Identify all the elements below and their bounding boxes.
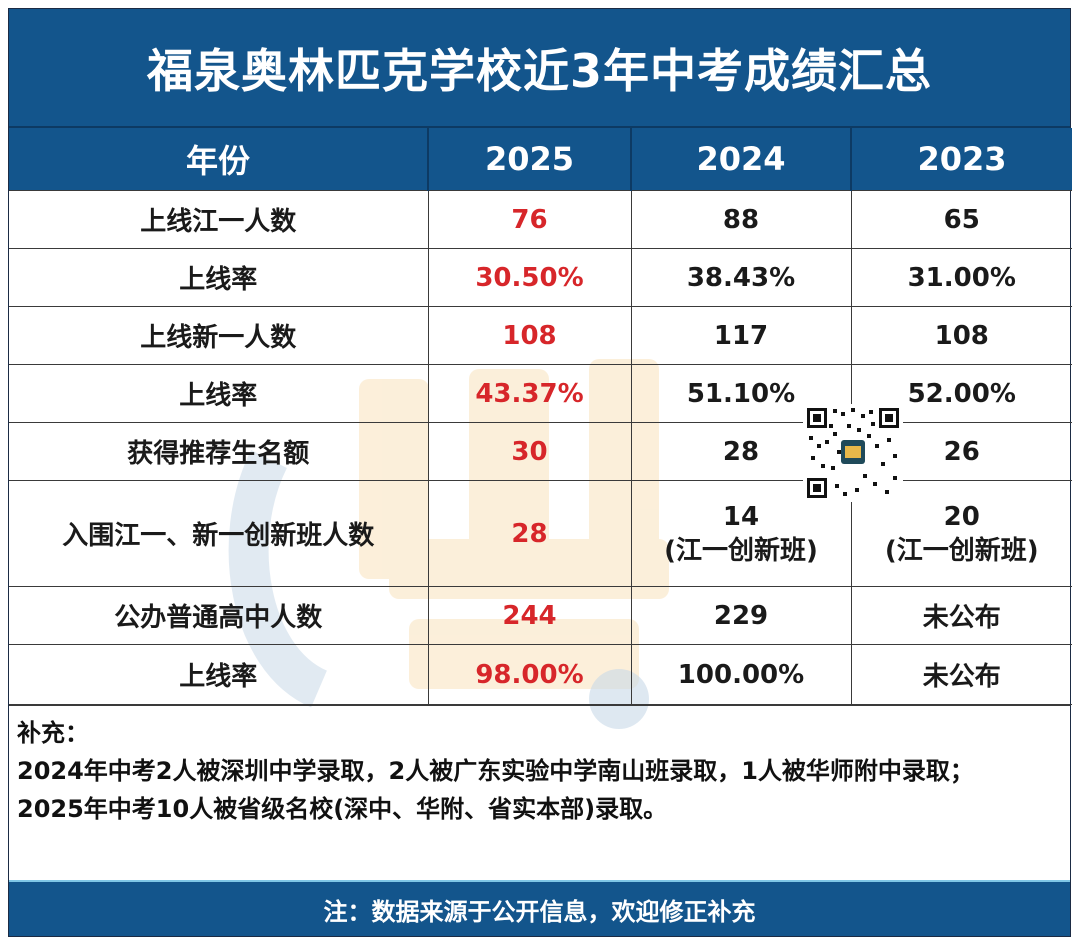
value-2023: 31.00% bbox=[850, 248, 1072, 307]
value-2023: 未公布 bbox=[850, 586, 1072, 645]
value-2024: 38.43% bbox=[630, 248, 852, 307]
value-2023: 108 bbox=[850, 306, 1072, 365]
value-2024: 100.00% bbox=[630, 644, 852, 705]
header-year-2024: 2024 bbox=[631, 128, 852, 191]
value-2024: 51.10% bbox=[630, 364, 852, 423]
row-label: 上线率 bbox=[9, 248, 429, 307]
qr-code-icon[interactable] bbox=[803, 404, 903, 502]
supplement-notes: 补充： 2024年中考2人被深圳中学录取，2人被广东实验中学南山班录取，1人被华… bbox=[9, 705, 1070, 880]
table-row: 获得推荐生名额 30 28 26 bbox=[9, 422, 1072, 481]
results-summary-table-card: 福泉奥林匹克学校近3年中考成绩汇总 年份 2025 2024 2023 上线江一… bbox=[8, 8, 1072, 937]
value-2025: 108 bbox=[427, 306, 632, 365]
row-label: 公办普通高中人数 bbox=[9, 586, 429, 645]
table-row: 上线率 98.00% 100.00% 未公布 bbox=[9, 644, 1072, 705]
value-2025: 98.00% bbox=[427, 644, 632, 705]
footer-source-note: 注：数据来源于公开信息，欢迎修正补充 bbox=[9, 880, 1070, 936]
header-year-2023: 2023 bbox=[851, 128, 1072, 191]
notes-heading: 补充： bbox=[17, 719, 89, 747]
table-row: 公办普通高中人数 244 229 未公布 bbox=[9, 586, 1072, 645]
value-2023: 65 bbox=[850, 190, 1072, 249]
value-2025: 244 bbox=[427, 586, 632, 645]
value-2023-note: (江一创新班) bbox=[884, 535, 1039, 566]
value-2025: 30.50% bbox=[427, 248, 632, 307]
table-row: 上线江一人数 76 88 65 bbox=[9, 190, 1072, 249]
header-year-label: 年份 bbox=[9, 128, 429, 191]
notes-line-2025: 2025年中考10人被省级名校(深中、华附、省实本部)录取。 bbox=[17, 795, 668, 823]
value-2024: 117 bbox=[630, 306, 852, 365]
page-title: 福泉奥林匹克学校近3年中考成绩汇总 bbox=[9, 9, 1070, 128]
results-table: 年份 2025 2024 2023 上线江一人数 76 88 65 上线率 30… bbox=[9, 128, 1072, 705]
row-label: 上线率 bbox=[9, 644, 429, 705]
value-2024: 229 bbox=[630, 586, 852, 645]
value-2025: 30 bbox=[427, 422, 632, 481]
value-2024-note: (江一创新班) bbox=[664, 535, 818, 566]
row-label: 上线江一人数 bbox=[9, 190, 429, 249]
table-row: 入围江一、新一创新班人数 28 14 (江一创新班) 20 (江一创新班) bbox=[9, 480, 1072, 587]
notes-line-2024: 2024年中考2人被深圳中学录取，2人被广东实验中学南山班录取，1人被华师附中录… bbox=[17, 757, 974, 785]
value-2024: 88 bbox=[630, 190, 852, 249]
row-label: 上线率 bbox=[9, 364, 429, 423]
value-2025: 43.37% bbox=[427, 364, 632, 423]
row-label: 上线新一人数 bbox=[9, 306, 429, 365]
value-2023: 未公布 bbox=[850, 644, 1072, 705]
table-row: 上线率 43.37% 51.10% 52.00% bbox=[9, 364, 1072, 423]
table-header-row: 年份 2025 2024 2023 bbox=[9, 128, 1072, 191]
table-row: 上线新一人数 108 117 108 bbox=[9, 306, 1072, 365]
header-year-2025: 2025 bbox=[428, 128, 632, 191]
value-2025: 76 bbox=[427, 190, 632, 249]
value-2025: 28 bbox=[427, 480, 632, 587]
row-label: 获得推荐生名额 bbox=[9, 422, 429, 481]
value-2024: 14 bbox=[722, 501, 760, 532]
row-label: 入围江一、新一创新班人数 bbox=[9, 480, 429, 587]
table-row: 上线率 30.50% 38.43% 31.00% bbox=[9, 248, 1072, 307]
value-2023: 20 bbox=[943, 501, 980, 532]
